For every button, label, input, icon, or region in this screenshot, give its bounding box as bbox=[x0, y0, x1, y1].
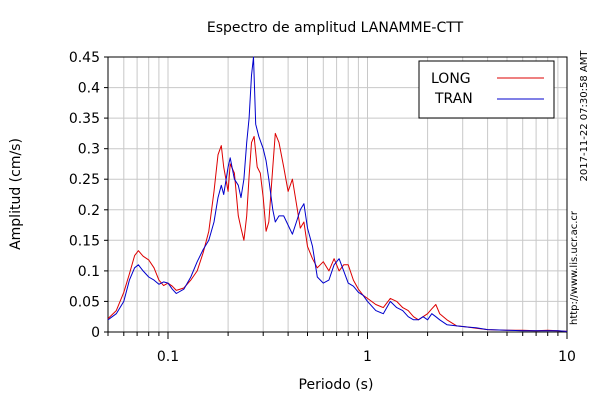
legend-box bbox=[418, 60, 555, 119]
legend: LONG TRAN bbox=[418, 60, 555, 119]
series-lines bbox=[107, 56, 568, 332]
x-tick-label: 10 bbox=[558, 349, 576, 365]
y-tick-label: 0.15 bbox=[69, 233, 100, 249]
legend-label-long: LONG bbox=[431, 71, 471, 87]
x-axis-ticks: 0.1 1 10 bbox=[107, 332, 576, 365]
timestamp-text: 2017-11-22 07:30:58 AMT bbox=[579, 50, 590, 182]
x-axis-label: Periodo (s) bbox=[299, 377, 374, 393]
y-tick-label: 0.4 bbox=[78, 81, 100, 97]
y-axis-label: Amplitud (cm/s) bbox=[8, 138, 24, 250]
plot-frame bbox=[107, 56, 568, 333]
x-tick-label: 0.1 bbox=[157, 349, 179, 365]
y-tick-label: 0.05 bbox=[69, 294, 100, 310]
y-tick-label: 0 bbox=[91, 325, 100, 341]
y-axis-ticks: 0 0.05 0.1 0.15 0.2 0.25 0.3 0.35 0.4 0.45 bbox=[69, 50, 108, 341]
y-tick-label: 0.35 bbox=[69, 111, 100, 127]
y-tick-label: 0.2 bbox=[78, 203, 100, 219]
legend-label-tran: TRAN bbox=[434, 91, 473, 107]
y-tick-label: 0.3 bbox=[78, 142, 100, 158]
chart-title: Espectro de amplitud LANAMME-CTT bbox=[207, 20, 464, 36]
series-line-tran bbox=[107, 56, 568, 332]
series-line-long bbox=[107, 132, 568, 332]
y-tick-label: 0.1 bbox=[78, 264, 100, 280]
y-tick-label: 0.45 bbox=[69, 50, 100, 66]
x-tick-label: 1 bbox=[363, 349, 372, 365]
url-text: http://www.lis.ucr.ac.cr bbox=[569, 210, 580, 325]
y-tick-label: 0.25 bbox=[69, 172, 100, 188]
